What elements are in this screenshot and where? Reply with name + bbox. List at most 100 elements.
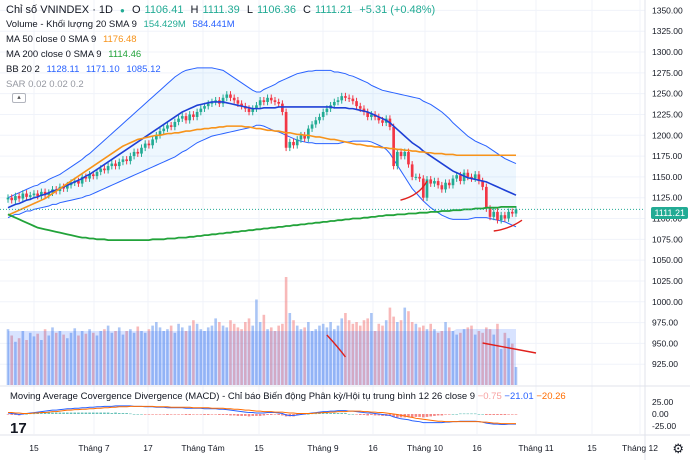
gear-icon[interactable]: ⚙	[672, 441, 684, 456]
macd-histogram-bar	[88, 412, 91, 414]
volume-bar	[507, 338, 510, 385]
volume-bar	[418, 327, 421, 385]
volume-bar	[485, 327, 488, 385]
candle-body	[466, 172, 470, 177]
volume-bar	[447, 327, 451, 385]
volume-bar	[129, 329, 132, 385]
candle-body	[421, 178, 425, 198]
bollinger-bands	[7, 67, 517, 228]
volume-bar	[206, 327, 210, 385]
volume-bar	[84, 333, 88, 385]
candle-body	[229, 94, 232, 98]
volume-bar	[225, 327, 229, 385]
macd-tick-label: 25.00	[652, 397, 674, 407]
chevron-up-icon[interactable]: ▴	[12, 93, 26, 103]
volume-bar	[433, 329, 436, 385]
macd-histogram-bar	[255, 414, 258, 416]
candle-body	[210, 101, 214, 104]
price-tick-label: 1325.00	[652, 26, 683, 36]
volume-bar	[310, 331, 314, 385]
volume-bar	[110, 332, 114, 385]
legend-ma200[interactable]: MA 200 close 0 SMA 9 1114.46	[6, 49, 145, 61]
volume-bar	[362, 320, 366, 385]
macd-histogram-bar	[258, 414, 262, 416]
candle-body	[84, 176, 88, 179]
annotation-stroke	[493, 219, 523, 232]
volume-bar	[392, 316, 395, 385]
candle-body	[40, 191, 43, 197]
volume-bar	[66, 338, 69, 385]
candle-body	[221, 97, 225, 104]
volume-bar	[51, 327, 54, 385]
volume-bar	[292, 320, 295, 385]
candle-body	[332, 101, 336, 106]
macd-histogram-bar	[117, 413, 121, 414]
macd-tick-label: -25.00	[652, 421, 676, 431]
volume-bar	[95, 335, 99, 385]
macd-histogram-bar	[370, 414, 373, 415]
macd-histogram-bar	[73, 412, 77, 414]
tradingview-logo-icon[interactable]: 17	[10, 420, 27, 437]
macd-histogram-bar	[173, 414, 177, 415]
candle-body	[184, 116, 188, 121]
volume-bar	[410, 322, 414, 385]
candle-body	[106, 166, 110, 171]
legend-ma200-value: 1114.46	[108, 49, 142, 60]
macd-histogram-bar	[496, 414, 499, 415]
legend-bb[interactable]: BB 20 2 1128.11 1171.10 1085.12	[6, 64, 165, 76]
candle-body	[203, 106, 206, 109]
candle-body	[125, 159, 128, 162]
volume-bar	[117, 327, 121, 385]
volume-bar	[440, 331, 444, 385]
candle-body	[392, 126, 395, 167]
legend-ma50[interactable]: MA 50 close 0 SMA 9 1176.48	[6, 34, 141, 46]
volume-bar	[373, 331, 377, 385]
macd-histogram-bar	[277, 414, 280, 415]
legend-bb-label: BB 20 2	[6, 64, 40, 75]
candle-body	[258, 100, 262, 106]
macd-histogram-bar	[147, 414, 151, 415]
macd-histogram-bar	[69, 412, 73, 414]
candle-body	[36, 193, 39, 197]
volume-bar	[344, 313, 347, 385]
volume-bar	[77, 335, 80, 385]
volume-bar	[381, 325, 384, 385]
volume-bar	[355, 322, 358, 385]
candle-body	[32, 193, 36, 196]
candle-body	[232, 97, 236, 101]
macd-histogram-bar	[25, 414, 28, 415]
macd-histogram-bar	[347, 414, 351, 415]
legend-volume[interactable]: Volume - Khối lượng 20 SMA 9 154.429M 58…	[6, 19, 239, 31]
macd-histogram-bar	[91, 412, 95, 414]
macd-histogram-bar	[10, 414, 14, 415]
volume-bar	[388, 307, 392, 385]
macd-histogram-bar	[210, 414, 214, 415]
volume-bar	[347, 320, 351, 385]
candle-body	[377, 116, 381, 121]
macd-histogram-bar	[462, 413, 466, 415]
candle-body	[355, 101, 358, 107]
candle-body	[436, 181, 440, 186]
macd-histogram-bar	[47, 412, 51, 414]
legend-sar[interactable]: SAR 0.02 0.02 0.2	[6, 79, 88, 91]
candle-body	[410, 164, 414, 177]
legend-macd[interactable]: Moving Average Covergence Divergence (MA…	[10, 391, 566, 402]
candle-body	[403, 151, 407, 157]
macd-histogram-bar	[140, 414, 143, 415]
macd-histogram-bar	[481, 414, 484, 415]
candle-body	[47, 192, 51, 196]
time-axis[interactable]: 15 Tháng 7 17 Tháng Tám 15 Tháng 9 16 Tháng 10 1…	[29, 443, 658, 453]
candle-body	[166, 125, 169, 129]
volume-bar	[422, 325, 425, 385]
candle-body	[321, 111, 325, 117]
price-tick-label: 1075.00	[652, 234, 683, 244]
status-dot: ●	[120, 6, 125, 15]
volume-bar	[407, 311, 410, 385]
macd-histogram-bar	[240, 414, 243, 416]
symbol-title[interactable]: Chỉ số VNINDEX · 1D	[6, 4, 113, 16]
legend-macd-signal: −20.26	[536, 391, 566, 402]
volume-bar	[236, 327, 240, 385]
macd-histogram-bar	[136, 414, 140, 415]
volume-bar	[370, 313, 373, 385]
